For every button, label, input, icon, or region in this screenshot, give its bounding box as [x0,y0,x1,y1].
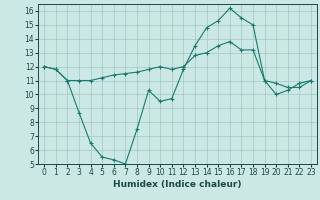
X-axis label: Humidex (Indice chaleur): Humidex (Indice chaleur) [113,180,242,189]
